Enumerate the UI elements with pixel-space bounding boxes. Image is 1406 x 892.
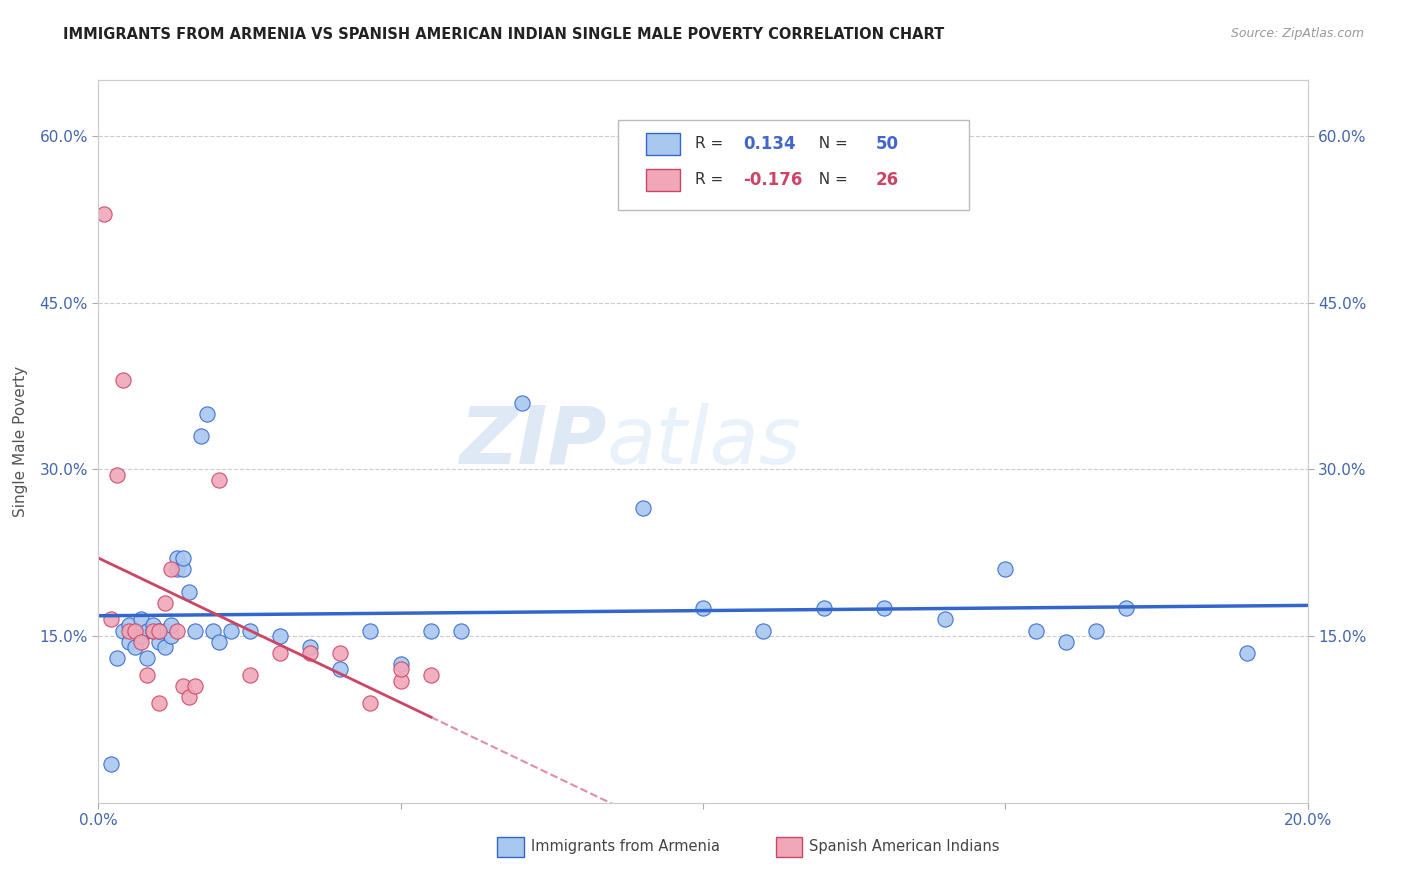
Text: Source: ZipAtlas.com: Source: ZipAtlas.com (1230, 27, 1364, 40)
Point (166, 551, 188, 566)
Point (105, 467, 128, 482)
FancyBboxPatch shape (619, 120, 969, 211)
Point (221, 624, 243, 638)
Point (153, 640, 176, 655)
Point (1115, 601, 1137, 615)
Point (179, 690, 201, 705)
Point (631, 501, 654, 516)
Point (148, 696, 170, 710)
Text: -0.176: -0.176 (742, 171, 803, 189)
Point (190, 429, 212, 443)
Point (142, 624, 165, 638)
Point (269, 629, 291, 643)
Point (172, 562, 194, 576)
Y-axis label: Single Male Poverty: Single Male Poverty (14, 366, 28, 517)
Point (1024, 624, 1046, 638)
Point (118, 624, 141, 638)
Point (135, 668, 157, 682)
Point (389, 662, 412, 676)
Point (420, 668, 443, 682)
Point (329, 646, 352, 660)
Point (813, 601, 835, 615)
Point (172, 551, 194, 566)
Point (142, 624, 165, 638)
Text: atlas: atlas (606, 402, 801, 481)
Point (100, 756, 122, 771)
Point (510, 395, 533, 409)
Point (148, 634, 170, 648)
Point (118, 618, 141, 632)
Point (148, 624, 170, 638)
Point (239, 624, 262, 638)
Bar (776, 837, 803, 857)
Text: R =: R = (695, 136, 728, 152)
Point (129, 634, 152, 648)
Point (111, 373, 134, 387)
Point (153, 596, 176, 610)
Text: 26: 26 (876, 171, 898, 189)
Text: R =: R = (695, 172, 728, 187)
Point (179, 584, 201, 599)
Point (172, 679, 194, 693)
Point (166, 562, 188, 576)
Point (195, 407, 218, 421)
Point (934, 612, 956, 626)
Point (135, 651, 157, 665)
Text: 50: 50 (876, 135, 898, 153)
Point (360, 624, 382, 638)
Point (360, 696, 382, 710)
Point (202, 624, 225, 638)
Point (160, 629, 183, 643)
Point (100, 612, 122, 626)
Point (994, 562, 1017, 576)
Point (166, 624, 188, 638)
Point (1085, 624, 1108, 638)
Point (105, 651, 128, 665)
Point (124, 624, 146, 638)
Point (184, 679, 207, 693)
Point (135, 624, 157, 638)
Point (420, 624, 443, 638)
Point (450, 624, 472, 638)
Bar (647, 133, 681, 154)
Point (299, 640, 322, 655)
Point (873, 601, 896, 615)
Point (142, 618, 165, 632)
Text: 0.134: 0.134 (742, 135, 796, 153)
Text: Spanish American Indians: Spanish American Indians (810, 838, 1000, 854)
Text: N =: N = (810, 136, 853, 152)
Point (389, 657, 412, 671)
Point (239, 668, 262, 682)
Bar (498, 837, 524, 857)
Point (329, 662, 352, 676)
Point (269, 646, 291, 660)
Point (160, 562, 183, 576)
Bar (647, 169, 681, 191)
Point (160, 618, 183, 632)
Point (1236, 646, 1258, 660)
Point (118, 634, 141, 648)
Point (389, 673, 412, 688)
Point (184, 624, 207, 638)
Text: Immigrants from Armenia: Immigrants from Armenia (531, 838, 720, 854)
Text: N =: N = (810, 172, 853, 187)
Point (208, 474, 231, 488)
Point (129, 612, 152, 626)
Point (153, 624, 176, 638)
Point (148, 624, 170, 638)
Text: ZIP: ZIP (458, 402, 606, 481)
Point (129, 629, 152, 643)
Text: IMMIGRANTS FROM ARMENIA VS SPANISH AMERICAN INDIAN SINGLE MALE POVERTY CORRELATI: IMMIGRANTS FROM ARMENIA VS SPANISH AMERI… (63, 27, 945, 42)
Point (124, 640, 146, 655)
Point (1054, 634, 1077, 648)
Point (299, 646, 322, 660)
Point (93, 207, 115, 221)
Point (692, 601, 714, 615)
Point (111, 624, 134, 638)
Point (752, 624, 775, 638)
Point (208, 634, 231, 648)
